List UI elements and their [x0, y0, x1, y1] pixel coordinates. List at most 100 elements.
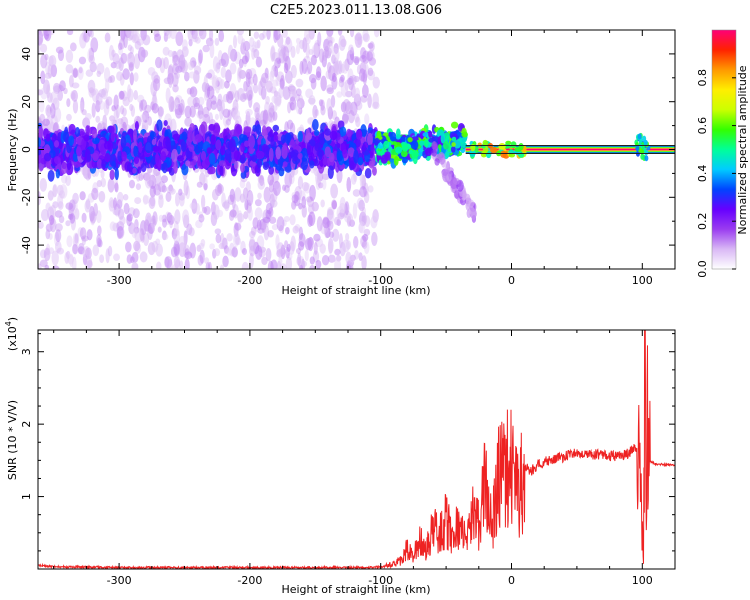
spectrogram-cell — [160, 175, 169, 184]
spectrogram-cell — [96, 158, 103, 169]
spectrogram-cell — [143, 219, 150, 232]
spectrogram-cell — [354, 32, 363, 48]
spectrogram-cell — [330, 183, 339, 199]
spectrogram-cell — [258, 80, 263, 96]
spectrogram-cell — [170, 246, 178, 258]
spectrogram-cell — [269, 179, 274, 193]
spectrogram-cell — [91, 187, 99, 201]
spectrogram-cell — [331, 200, 338, 210]
spectrogram-cell — [38, 148, 42, 156]
spectrogram-cell — [72, 243, 79, 255]
spectrogram-cell — [172, 133, 181, 141]
spectrogram-cell — [340, 74, 345, 82]
spectrogram-cell — [198, 124, 206, 137]
spectrogram-cell — [194, 134, 203, 143]
spectrogram-cell — [470, 208, 477, 220]
spectrogram-cell — [172, 263, 179, 269]
spectrogram-cell — [161, 161, 168, 174]
spectrogram-cell — [38, 191, 41, 199]
spectrogram-cell — [372, 92, 379, 109]
colorbar-frame — [711, 29, 737, 270]
spectrogram-cell — [295, 43, 300, 55]
spectrogram-cell — [241, 38, 246, 52]
spectrogram-cell — [210, 134, 217, 145]
spectrogram-cell — [453, 190, 460, 199]
spectrogram-cell — [228, 210, 235, 222]
spectrogram-cell — [142, 195, 151, 204]
spectrogram-cell — [137, 166, 142, 174]
spectrogram-y-tick-label: 0 — [20, 146, 33, 153]
spectrogram-cell — [395, 146, 403, 152]
spectrogram-cell — [290, 64, 297, 79]
spectrogram-cell — [282, 86, 291, 100]
spectrogram-cell — [66, 235, 73, 248]
spectrogram-cell — [240, 163, 245, 173]
spectrogram-cell — [367, 185, 374, 193]
spectrogram-cell — [190, 87, 195, 95]
spectrogram-cell — [111, 141, 117, 150]
spectrogram-cell — [122, 68, 130, 80]
spectrogram-cell — [228, 138, 236, 153]
spectrogram-cell — [134, 227, 143, 244]
spectrogram-cell — [189, 202, 197, 210]
spectrogram-cell — [359, 54, 367, 63]
spectrogram-cell — [312, 104, 318, 119]
spectrogram-cell — [120, 135, 127, 149]
spectrogram-cell — [367, 132, 373, 146]
spectrogram-cell — [251, 47, 256, 60]
spectrogram-cell — [42, 118, 50, 127]
spectrogram-cell — [200, 150, 207, 161]
spectrogram-cell — [252, 83, 259, 94]
spectrogram-cell — [500, 150, 507, 158]
spectrogram-cell — [187, 96, 196, 107]
spectrogram-cell — [291, 194, 299, 204]
spectrogram-cell — [283, 62, 289, 74]
spectrogram-cell — [132, 208, 140, 219]
spectrogram-cell — [220, 52, 229, 68]
spectrogram-cell — [72, 192, 79, 204]
spectrogram-cell — [292, 225, 299, 234]
spectrogram-cell — [482, 139, 489, 147]
spectrogram-cell — [248, 146, 255, 155]
spectrogram-cell — [163, 57, 169, 70]
spectrogram-cell — [151, 240, 159, 253]
spectrogram-cell — [173, 99, 179, 110]
spectrogram-cell — [134, 197, 142, 205]
spectrogram-cell — [316, 170, 321, 184]
spectrogram-cell — [640, 153, 645, 160]
spectrogram-cell — [126, 84, 132, 99]
spectrogram-cell — [46, 109, 51, 119]
spectrogram-cell — [52, 184, 58, 197]
spectrogram-cell — [342, 149, 348, 159]
spectrogram-cell — [72, 67, 78, 78]
spectrogram-cell — [181, 39, 188, 51]
spectrogram-cell — [215, 209, 224, 218]
spectrogram-cell — [269, 129, 274, 138]
snr-series-line — [38, 330, 675, 569]
spectrogram-cell — [301, 204, 307, 218]
spectrogram-cell — [134, 40, 141, 50]
spectrogram-cell — [72, 99, 79, 114]
spectrogram-cell — [358, 221, 366, 234]
spectrogram-cell — [328, 231, 335, 238]
spectrogram-cell — [282, 184, 287, 191]
spectrogram-cell — [393, 155, 399, 166]
spectrogram-cell — [490, 146, 498, 154]
spectrogram-cell — [284, 240, 289, 249]
spectrogram-cell — [255, 245, 263, 260]
spectrogram-cell — [282, 161, 288, 168]
spectrogram-cell — [273, 134, 279, 143]
spectrogram-cell — [284, 70, 293, 84]
spectrogram-cell — [205, 72, 213, 79]
spectrogram-cell — [297, 252, 302, 267]
spectrogram-cell — [295, 78, 304, 88]
spectrogram-cell — [226, 233, 233, 242]
spectrogram-cell — [411, 149, 419, 159]
spectrogram-cell — [222, 255, 229, 268]
spectrogram-cell — [98, 190, 106, 203]
spectrogram-cell — [180, 140, 187, 152]
spectrogram-cell — [43, 152, 52, 162]
spectrogram-cell — [256, 150, 265, 160]
spectrogram-cell — [38, 221, 44, 229]
spectrogram-cell — [47, 64, 53, 79]
